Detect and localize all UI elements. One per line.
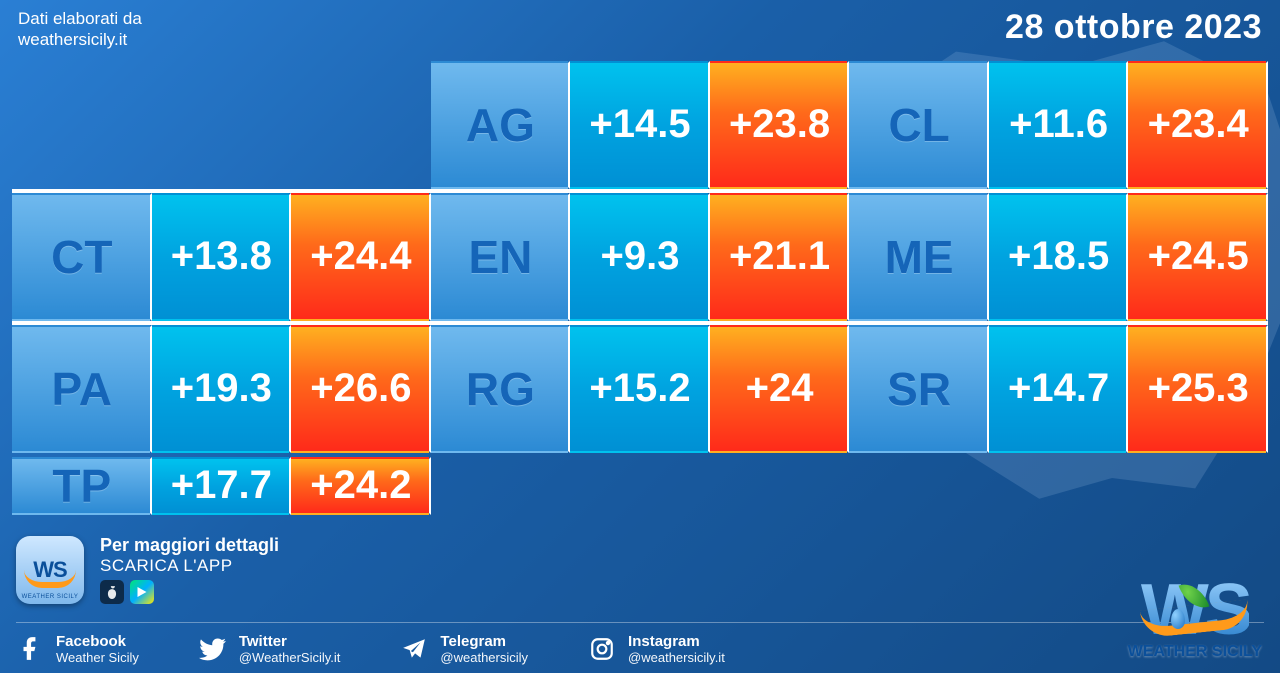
social-handle: @weathersicily.it (628, 650, 725, 665)
header-date: 28 ottobre 2023 (1005, 8, 1262, 47)
social-handle: @weathersicily (440, 650, 528, 665)
province-code: TP (12, 457, 152, 515)
temp-low: +13.8 (152, 193, 292, 321)
province-code: SR (849, 325, 989, 453)
province-code: RG (431, 325, 571, 453)
temp-low: +9.3 (570, 193, 710, 321)
temp-low: +19.3 (152, 325, 292, 453)
temp-high: +21.1 (710, 193, 850, 321)
province-code: EN (431, 193, 571, 321)
header: Dati elaborati da weathersicily.it 28 ot… (0, 0, 1280, 55)
province-grid: AG+14.5+23.8CL+11.6+23.4 CT+13.8+24.4EN+9… (12, 61, 1268, 515)
twitter-icon (199, 635, 227, 663)
social-name: Instagram (628, 633, 725, 650)
temp-high: +24.4 (291, 193, 431, 321)
temp-high: +23.8 (710, 61, 850, 189)
row-separator (12, 321, 1268, 325)
app-promo: WS WEATHER SICILY Per maggiori dettagli … (16, 535, 1264, 604)
drop-icon (1171, 609, 1185, 629)
temp-high: +25.3 (1128, 325, 1268, 453)
temp-high: +23.4 (1128, 61, 1268, 189)
social-handle: @WeatherSicily.it (239, 650, 341, 665)
row-separator (12, 189, 1268, 193)
social-twitter: Twitter@WeatherSicily.it (199, 633, 341, 665)
temp-low: +14.5 (570, 61, 710, 189)
province-code: ME (849, 193, 989, 321)
province-cell: AG+14.5+23.8 (431, 61, 850, 189)
app-line1: Per maggiori dettagli (100, 535, 279, 556)
playstore-icon (130, 580, 154, 604)
social-handle: Weather Sicily (56, 650, 139, 665)
social-name: Facebook (56, 633, 139, 650)
temp-low: +18.5 (989, 193, 1129, 321)
instagram-icon (588, 635, 616, 663)
province-cell: TP+17.7+24.2 (12, 457, 431, 515)
province-code: PA (12, 325, 152, 453)
temp-high: +26.6 (291, 325, 431, 453)
province-cell: RG+15.2+24 (431, 325, 850, 453)
brand-logo: WS WEATHER SICILY (1128, 569, 1262, 661)
facebook-icon (16, 635, 44, 663)
temp-high: +24.2 (291, 457, 431, 515)
telegram-icon (400, 635, 428, 663)
social-instagram: Instagram@weathersicily.it (588, 633, 725, 665)
social-row: FacebookWeather Sicily Twitter@WeatherSic… (16, 622, 1264, 665)
source-line1: Dati elaborati da (18, 8, 142, 29)
app-badge: WS WEATHER SICILY (16, 536, 84, 604)
source-line2: weathersicily.it (18, 29, 142, 50)
temp-low: +15.2 (570, 325, 710, 453)
province-cell: CT+13.8+24.4 (12, 193, 431, 321)
appstore-icon (100, 580, 124, 604)
temp-high: +24 (710, 325, 850, 453)
social-facebook: FacebookWeather Sicily (16, 633, 139, 665)
province-cell: EN+9.3+21.1 (431, 193, 850, 321)
province-code: CL (849, 61, 989, 189)
app-line2: SCARICA L'APP (100, 556, 279, 576)
province-cell: CL+11.6+23.4 (849, 61, 1268, 189)
app-badge-sub: WEATHER SICILY (22, 594, 79, 600)
social-telegram: Telegram@weathersicily (400, 633, 528, 665)
temp-low: +14.7 (989, 325, 1129, 453)
social-name: Telegram (440, 633, 528, 650)
temp-low: +11.6 (989, 61, 1129, 189)
province-cell: ME+18.5+24.5 (849, 193, 1268, 321)
province-code: CT (12, 193, 152, 321)
temp-low: +17.7 (152, 457, 292, 515)
province-cell: SR+14.7+25.3 (849, 325, 1268, 453)
province-code: AG (431, 61, 571, 189)
temp-high: +24.5 (1128, 193, 1268, 321)
social-name: Twitter (239, 633, 341, 650)
province-cell: PA+19.3+26.6 (12, 325, 431, 453)
swoosh-icon (24, 570, 76, 588)
footer: WS WEATHER SICILY Per maggiori dettagli … (0, 525, 1280, 673)
